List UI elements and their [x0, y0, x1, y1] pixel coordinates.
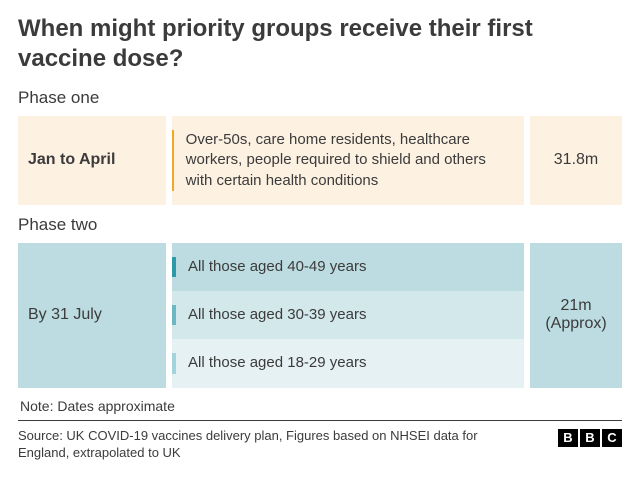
phase2-text-2: All those aged 18-29 years: [188, 353, 366, 373]
phase1-desc: Over-50s, care home residents, healthcar…: [186, 130, 512, 191]
phase2-row-2: All those aged 18-29 years: [172, 339, 524, 387]
divider: [18, 420, 622, 421]
phase1-count: 31.8m: [530, 116, 622, 205]
phase2-block: By 31 July All those aged 40-49 years Al…: [18, 243, 622, 388]
phase1-bar: [172, 130, 174, 191]
source-text: Source: UK COVID-19 vaccines delivery pl…: [18, 427, 498, 462]
phase2-bar-0: [172, 257, 176, 277]
phase1-block: Jan to April Over-50s, care home residen…: [18, 116, 622, 205]
phase2-text-1: All those aged 30-39 years: [188, 305, 366, 325]
main-title: When might priority groups receive their…: [18, 14, 622, 74]
phase1-label: Phase one: [18, 88, 622, 108]
phase2-row-1: All those aged 30-39 years: [172, 291, 524, 339]
phase1-date: Jan to April: [18, 116, 166, 205]
footer: Source: UK COVID-19 vaccines delivery pl…: [18, 427, 622, 462]
phase2-date: By 31 July: [18, 243, 166, 388]
phase1-desc-col: Over-50s, care home residents, healthcar…: [172, 116, 524, 205]
phase2-count: 21m (Approx): [530, 243, 622, 388]
bbc-logo: B B C: [558, 427, 622, 447]
phase2-bar-2: [172, 353, 176, 373]
phase2-bar-1: [172, 305, 176, 325]
logo-b1: B: [558, 429, 578, 447]
phase2-label: Phase two: [18, 215, 622, 235]
infographic-root: When might priority groups receive their…: [0, 0, 640, 472]
logo-c: C: [602, 429, 622, 447]
phase1-row: Over-50s, care home residents, healthcar…: [172, 116, 524, 205]
note-text: Note: Dates approximate: [18, 398, 622, 414]
logo-b2: B: [580, 429, 600, 447]
phase2-text-0: All those aged 40-49 years: [188, 257, 366, 277]
phase2-count-n: 21m: [560, 297, 591, 315]
phase2-row-0: All those aged 40-49 years: [172, 243, 524, 291]
phase2-desc-col: All those aged 40-49 years All those age…: [172, 243, 524, 388]
phase2-count-approx: (Approx): [545, 315, 606, 333]
